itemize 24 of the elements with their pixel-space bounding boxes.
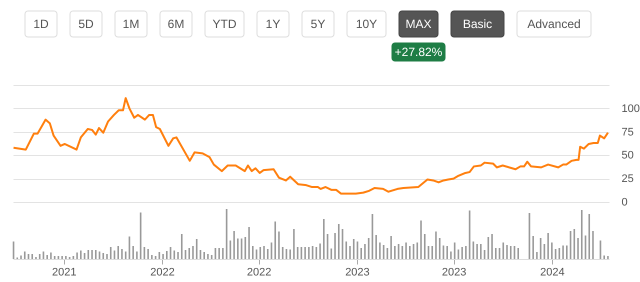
y-tick-label: 25 — [622, 173, 634, 186]
text: +27.82% — [394, 45, 443, 59]
text: 1D — [33, 17, 49, 31]
y-tick-label: 100 — [622, 102, 640, 115]
x-tick-label: 2021 — [52, 266, 76, 278]
x-tick-label: 2023 — [442, 266, 466, 278]
y-tick-label: 75 — [622, 126, 634, 138]
text: 6M — [168, 17, 184, 31]
y-tick-label: 50 — [622, 150, 634, 162]
text: 1Y — [266, 17, 280, 31]
text: MAX — [405, 17, 432, 31]
x-tick-label: 2024 — [540, 266, 565, 278]
y-tick-label: 0 — [622, 196, 628, 208]
x-tick-label: 2023 — [345, 266, 370, 278]
text: 10Y — [356, 17, 378, 31]
text: YTD — [212, 17, 237, 31]
text: 1M — [122, 17, 140, 31]
text: Advanced — [527, 17, 581, 31]
text: 5D — [78, 17, 94, 31]
x-tick-label: 2022 — [150, 266, 175, 278]
text: 5Y — [310, 17, 326, 31]
text: Basic — [462, 17, 492, 31]
line-series — [12, 97, 609, 195]
x-tick-label: 2022 — [246, 266, 272, 278]
